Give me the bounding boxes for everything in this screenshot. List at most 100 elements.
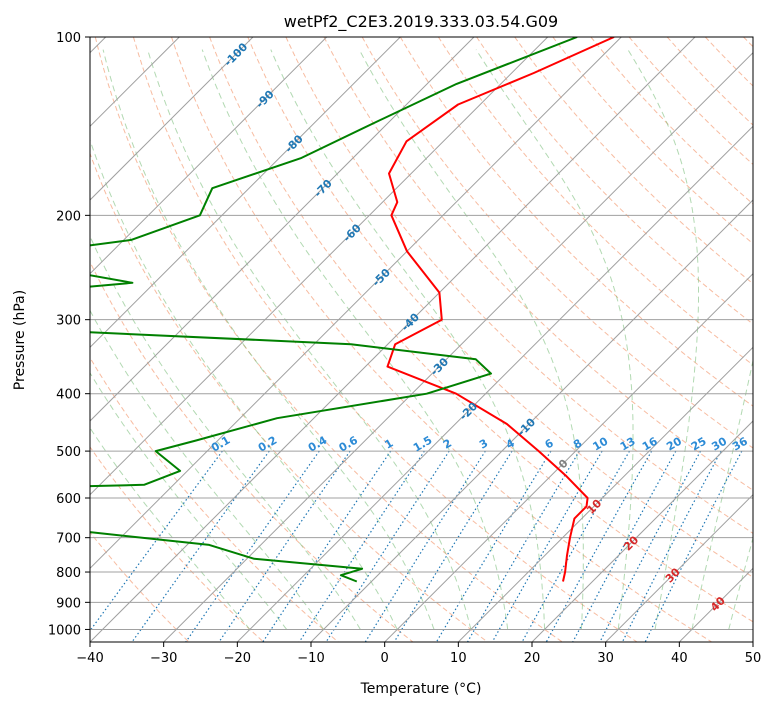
y-tick-label: 500 xyxy=(56,445,81,460)
plot-frame xyxy=(89,36,754,643)
isotherm-line xyxy=(678,567,753,642)
dry-adiabat-line xyxy=(437,37,753,366)
x-tick-label: 0 xyxy=(381,651,389,666)
y-tick-label: 400 xyxy=(56,388,81,403)
moist-adiabat-line xyxy=(90,235,361,630)
gridlines xyxy=(90,37,753,642)
isotherm-label: -30 xyxy=(428,355,451,378)
isotherm-line xyxy=(457,346,753,642)
isotherm-line xyxy=(605,493,753,642)
isotherm-line xyxy=(90,37,475,422)
x-tick-label: −30 xyxy=(150,651,177,666)
y-tick-label: 800 xyxy=(56,566,81,581)
isotherm-line xyxy=(90,37,696,642)
isotherm-line xyxy=(90,37,622,570)
mixing-ratio-line xyxy=(185,450,320,642)
dry-adiabat-line xyxy=(743,37,753,48)
dry-adiabat-line xyxy=(90,356,339,642)
dry-adiabat-line xyxy=(90,260,414,642)
y-tick-label: 900 xyxy=(56,596,81,611)
mixing-ratio-line xyxy=(325,450,450,642)
mixing-ratio-line xyxy=(599,450,702,642)
dry-adiabat-line xyxy=(90,152,488,642)
mixing-ratio-line xyxy=(131,450,270,642)
background-reference-lines xyxy=(90,37,753,642)
y-tick-label: 600 xyxy=(56,492,81,507)
dry-adiabat-line xyxy=(399,37,753,407)
isotherm-line xyxy=(90,37,401,349)
profile-line xyxy=(386,37,615,582)
x-tick-label: −20 xyxy=(224,651,251,666)
y-tick-label: 200 xyxy=(56,209,81,224)
moist-adiabat-line xyxy=(102,49,435,630)
chart-title: wetPf2_C2E3.2019.333.03.54.G09 xyxy=(284,12,558,32)
dry-adiabat-line xyxy=(209,37,753,623)
mixing-ratio-line xyxy=(364,450,486,642)
moist-adiabat-line xyxy=(358,49,584,630)
isotherm-label: -80 xyxy=(282,132,305,155)
moist-adiabat-line xyxy=(90,309,324,630)
moist-adiabat-line xyxy=(201,49,509,630)
y-tick-label: 700 xyxy=(56,532,81,547)
mixing-ratio-label: 3 xyxy=(477,437,490,452)
isotherm-label: 40 xyxy=(708,594,728,614)
moist-adiabat-line xyxy=(147,49,472,630)
dry-adiabat-line xyxy=(90,446,264,642)
y-axis-label: Pressure (hPa) xyxy=(12,290,28,390)
mixing-ratio-line xyxy=(572,450,677,642)
isotherm-line xyxy=(310,199,753,642)
isotherm-line xyxy=(163,51,753,642)
mixing-ratio-line xyxy=(393,450,513,642)
moist-adiabat-line xyxy=(90,138,398,630)
mixing-ratio-line xyxy=(435,450,552,642)
dry-adiabat-line xyxy=(704,37,753,87)
mixing-ratio-line xyxy=(466,450,580,642)
moist-adiabat-line xyxy=(475,49,634,630)
isotherm-label: -100 xyxy=(222,40,251,69)
moist-adiabat-line xyxy=(90,371,288,630)
moist-adiabat-line xyxy=(728,536,753,630)
mixing-ratio-line xyxy=(521,450,631,642)
mixing-ratio-label: 6 xyxy=(543,436,556,451)
x-tick-label: −40 xyxy=(76,651,103,666)
isotherm-line xyxy=(384,272,753,642)
moist-adiabat-line xyxy=(691,358,753,630)
isotherm-line xyxy=(531,420,753,642)
x-tick-label: 20 xyxy=(524,651,541,666)
isotherm-line xyxy=(90,37,328,275)
isotherm-label: -10 xyxy=(515,415,538,438)
mixing-ratio-line xyxy=(218,450,351,642)
x-tick-label: −10 xyxy=(297,651,324,666)
mixing-ratio-line xyxy=(491,450,603,642)
dry-adiabat-line xyxy=(90,531,190,642)
x-axis-label: Temperature (°C) xyxy=(360,681,482,697)
mixing-ratio-line xyxy=(262,450,392,642)
dry-adiabat-line xyxy=(552,37,753,245)
dry-adiabat-line xyxy=(666,37,753,126)
y-tick-label: 100 xyxy=(56,31,81,46)
x-axis: −40 −30 −20 −10 0 10 20 30 40 50 xyxy=(76,642,761,666)
isotherm-line xyxy=(752,641,753,642)
moist-adiabat-line xyxy=(270,49,546,630)
isotherm-line xyxy=(236,125,753,642)
dry-adiabat-line xyxy=(323,37,753,491)
y-tick-label: 300 xyxy=(56,314,81,329)
isotherm-line xyxy=(90,37,254,201)
x-tick-label: 30 xyxy=(597,651,614,666)
dry-adiabat-line xyxy=(590,37,753,205)
dry-adiabat-line xyxy=(132,37,638,642)
mixing-ratio-line xyxy=(545,450,653,642)
dry-adiabat-line xyxy=(247,37,753,578)
isotherm-label: -40 xyxy=(399,310,422,333)
x-tick-label: 50 xyxy=(745,651,762,666)
y-axis: 100 200 300 400 500 600 700 800 900 1000 xyxy=(48,31,90,638)
moist-adiabat-line xyxy=(90,427,251,630)
moist-adiabat-line xyxy=(627,49,699,630)
x-tick-label: 40 xyxy=(671,651,688,666)
dry-adiabat-line xyxy=(171,37,712,642)
profile-line xyxy=(90,37,578,583)
y-tick-label: 1000 xyxy=(48,623,81,638)
dry-adiabat-line xyxy=(514,37,753,285)
mixing-ratio-line xyxy=(621,450,722,642)
